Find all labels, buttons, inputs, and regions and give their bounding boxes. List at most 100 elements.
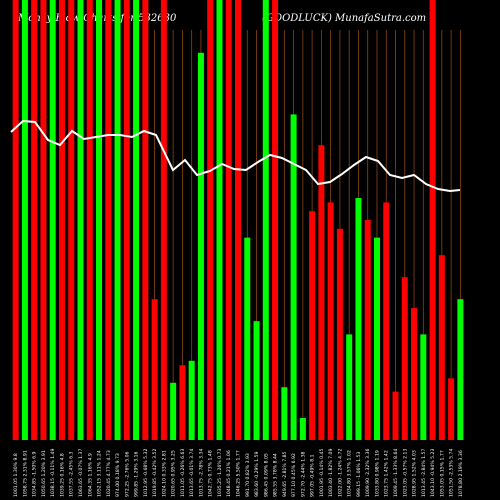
money-flow-bar (225, 0, 232, 440)
x-tick-label: 1019.85 -0.42% 3.52 (152, 449, 158, 497)
x-tick-label: 1039.25 0.16% 4.8 (59, 453, 65, 497)
x-tick-label: 1034.85 -1.50% 6.9 (32, 451, 38, 497)
money-flow-bar (355, 198, 362, 440)
money-flow-bar (12, 0, 19, 440)
money-flow-bar (207, 0, 214, 440)
x-tick-label: 1058.75 2.31% 8.91 (22, 450, 28, 497)
money-flow-bar (216, 0, 223, 440)
x-tick-label: 1009.90 -2.32% 3.36 (365, 449, 371, 497)
x-tick-label: 986.45 0.09% 8.05 (263, 453, 269, 497)
x-tick-labels: 1001.05 1.30% 9.8 1058.75 2.31% 8.91 1034.… (13, 449, 464, 497)
money-flow-bar (290, 114, 297, 441)
x-tick-label: 1023.05 -0.57% 2.13 (402, 449, 408, 497)
money-flow-bar (21, 0, 28, 440)
x-tick-label: 999.85 -1.29% 3.16 (134, 451, 140, 497)
price-line (10, 119, 461, 193)
money-flow-bar (170, 382, 177, 440)
x-tick-label: 972.25 -2.76% 5.06 (124, 451, 130, 497)
x-tick-label: 1046.25 5.50% 1.77 (236, 450, 242, 497)
x-tick-label: 1050.65 1.20% 3.91 (41, 450, 47, 497)
money-flow-bar (197, 52, 204, 441)
money-flow-bar (188, 360, 195, 440)
x-tick-label: 1003.40 -1.82% 7.09 (328, 449, 334, 497)
x-tick-label: 1048.45 0.21% 1.06 (226, 450, 232, 497)
x-tick-label: 1052.15 3.11% 1.24 (97, 450, 103, 497)
x-tick-label: 997.05 -0.49% 8.1 (310, 454, 316, 497)
money-flow-bar (49, 0, 56, 440)
money-flow-bar (179, 365, 186, 440)
money-flow-bar (457, 299, 464, 440)
x-tick-label: 1011.05 -0.26% 6.63 (180, 449, 186, 497)
money-flow-bar (420, 334, 427, 440)
money-flow-bar (411, 308, 418, 440)
money-flow-bar (272, 0, 279, 440)
x-tick-label: 1033.80 0.98% 1.19 (374, 450, 380, 497)
money-flow-bar (133, 0, 140, 440)
x-tick-label: 1013.75 -2.78% 3.34 (198, 449, 204, 497)
x-tick-label: 1012.95 -0.68% 5.32 (143, 449, 149, 497)
x-tick-label: 974.00 0.18% 9.73 (115, 453, 121, 497)
money-flow-bar (346, 334, 353, 440)
x-tick-label: 999.15 -1.06% 1.53 (356, 451, 362, 497)
x-tick-label: 1043.10 -0.94% 5.23 (430, 449, 436, 497)
money-flow-bar (401, 277, 408, 440)
x-tick-label: 1001.95 -0.14% 0.45 (319, 449, 325, 497)
money-flow-bar (40, 0, 47, 440)
x-tick-label: 1022.00 -1.24% 4.72 (337, 449, 343, 497)
x-tick-label: 1020.65 0.95% 3.25 (171, 450, 177, 497)
money-flow-bar (253, 321, 260, 440)
x-tick-label: 1042.75 0.73% 1.48 (208, 450, 214, 497)
x-tick-label: 1035.25 -1.26% 0.73 (217, 449, 223, 497)
money-flow-bar (105, 0, 112, 440)
money-flow-bar (123, 0, 130, 440)
bars-group (12, 0, 464, 441)
money-flow-bar (58, 0, 65, 440)
money-flow-bar (244, 237, 251, 440)
x-tick-label: 972.70 -2.44% 1.38 (300, 451, 306, 497)
x-tick-label: 1028.95 1.52% 4.03 (412, 450, 418, 497)
x-tick-label: 1001.05 1.30% 9.8 (13, 453, 19, 497)
money-flow-bar (151, 299, 158, 440)
money-flow-bar (392, 391, 399, 440)
money-flow-bar (114, 0, 121, 440)
x-tick-label: 983.60 -0.29% 1.59 (254, 451, 260, 497)
x-tick-label: 991.70 0.82% 3.93 (245, 453, 251, 497)
money-flow-bar (281, 387, 288, 440)
x-tick-label: 1038.15 -0.11% 1.49 (50, 449, 56, 497)
money-flow-bar (373, 237, 380, 440)
money-flow-bar (383, 202, 390, 440)
x-tick-label: 1024.10 0.33% 2.81 (161, 450, 167, 497)
money-flow-bar (299, 418, 306, 440)
money-flow-bar (160, 0, 167, 440)
money-flow-bar (318, 145, 325, 440)
money-flow-bar (438, 255, 445, 440)
money-flow-bar (262, 0, 269, 440)
chart-title-right: (GOODLUCK) MunafaSutra.com (262, 13, 426, 24)
money-flow-bar (96, 0, 103, 440)
money-flow-bar (31, 0, 38, 440)
x-tick-label: 977.10 0.45% 6.92 (291, 453, 297, 497)
money-flow-bar (448, 378, 455, 440)
money-flow-bar (77, 0, 84, 440)
money-flow-bar (68, 0, 75, 440)
money-flow-bar (429, 0, 436, 440)
x-tick-label: 1051.50 -2.53% 5.74 (449, 449, 455, 497)
x-tick-label: 1064.35 1.16% 4.9 (87, 453, 93, 497)
x-tick-label: 1034.80 3.57% 1.02 (347, 450, 353, 497)
x-tick-label: 1009.45 -1.33% 8.64 (393, 449, 399, 497)
x-tick-label: 1063.65 -0.07% 1.37 (78, 449, 84, 497)
x-tick-label: 1053.05 0.15% 1.77 (439, 450, 445, 497)
x-tick-label: 1020.45 4.77% 4.73 (106, 450, 112, 497)
money-flow-bar (86, 0, 93, 440)
money-flow-bar (142, 0, 149, 440)
x-tick-label: 1013.45 -2.84% 1.57 (421, 449, 427, 497)
x-tick-label: 985.55 3.78% 8.44 (273, 453, 279, 497)
x-tick-label: 1013.65 -0.01% 3.74 (189, 449, 195, 497)
x-tick-label: 1078.80 2.19% 3.36 (458, 450, 464, 497)
x-tick-label: 1023.75 1.42% 1.42 (384, 450, 390, 497)
money-flow-bar (327, 202, 334, 440)
money-flow-bar (364, 220, 371, 440)
x-tick-label: 1037.55 -2.45% 6.3 (69, 451, 75, 497)
money-flow-bar (336, 228, 343, 440)
